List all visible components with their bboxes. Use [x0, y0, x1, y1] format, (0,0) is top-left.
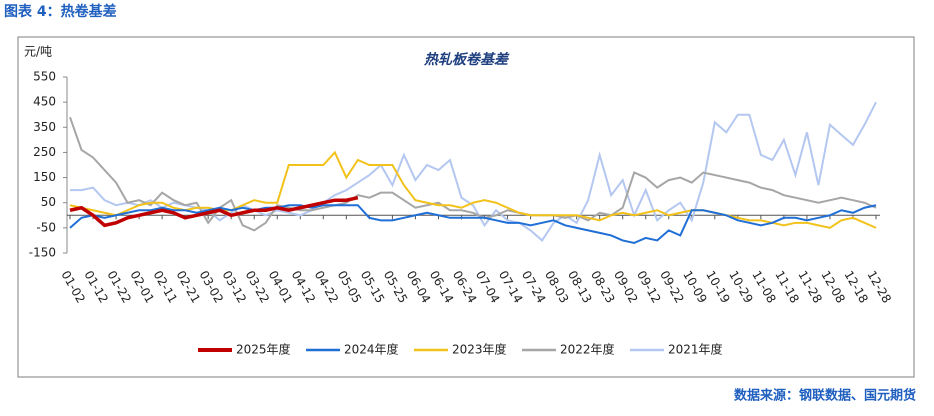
series-line	[69, 195, 359, 228]
series-line	[70, 101, 877, 242]
y-tick-label: 450	[33, 95, 56, 109]
source: 数据来源：钢联数据、国元期货	[734, 388, 916, 404]
y-tick-label: 150	[33, 170, 56, 184]
y-tick-label: 250	[33, 145, 56, 159]
series-line	[69, 204, 877, 244]
series-line	[69, 116, 877, 232]
y-tick-label: 350	[33, 120, 56, 134]
legend-label: 2025年度	[236, 342, 291, 357]
y-tick-label: 550	[33, 70, 56, 84]
y-tick-label: -150	[29, 246, 56, 260]
legend-label: 2023年度	[452, 342, 507, 357]
y-tick-label: 50	[41, 195, 56, 209]
y-tick-label: -50	[36, 220, 56, 234]
y-axis-label: 元/吨	[24, 45, 52, 59]
x-tick-label: 12-28	[864, 268, 894, 305]
chart-title: 热轧板卷基差	[423, 51, 510, 68]
header: 图表 4：热卷基差	[4, 3, 117, 20]
legend-label: 2022年度	[560, 342, 615, 357]
frame	[17, 36, 915, 378]
legend-label: 2024年度	[344, 342, 399, 357]
series-line	[69, 150, 877, 229]
legend-label: 2021年度	[668, 342, 723, 357]
